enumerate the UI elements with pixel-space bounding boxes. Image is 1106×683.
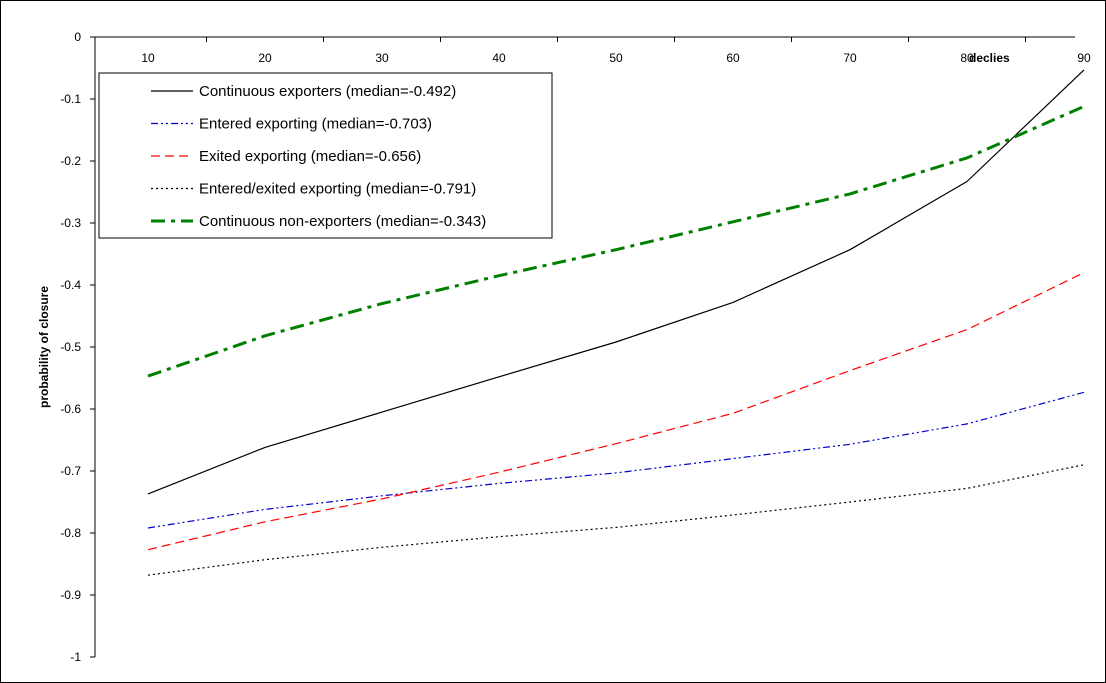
legend-entry-5: Continuous non-exporters (median=-0.343) [199, 213, 486, 230]
x-tick-label: 30 [375, 51, 389, 65]
legend-entry-1: Continuous exporters (median=-0.492) [199, 83, 456, 100]
y-tick-label: 0 [74, 30, 81, 44]
legend-box [98, 72, 553, 239]
series-line-2 [147, 391, 1085, 529]
x-tick-label: 20 [258, 51, 272, 65]
legend: Continuous exporters (median=-0.492) Ente… [98, 72, 553, 239]
legend-entry-3: Exited exporting (median=-0.656) [199, 148, 421, 165]
y-tick-label: -0.6 [60, 402, 81, 416]
y-tick-label: -0.2 [60, 154, 81, 168]
x-tick-label: 50 [609, 51, 623, 65]
series-line-3 [147, 272, 1085, 551]
legend-entry-2: Entered exporting (median=-0.703) [199, 116, 432, 133]
y-tick-label: -0.7 [60, 464, 81, 478]
x-tick-label: 40 [492, 51, 506, 65]
y-tick-label: -1 [70, 650, 81, 664]
y-tick-label: -0.5 [60, 340, 81, 354]
y-tick-label: -0.4 [60, 278, 81, 292]
x-tick-label: 80 [960, 51, 974, 65]
x-tick-label: 60 [726, 51, 740, 65]
series-line-5 [147, 105, 1085, 378]
series-line-4 [147, 464, 1085, 576]
axes [90, 36, 1075, 658]
x-axis-label: declies [969, 51, 1010, 65]
x-tick-label: 70 [843, 51, 857, 65]
y-tick-label: -0.1 [60, 92, 81, 106]
y-tick-label: -0.8 [60, 526, 81, 540]
y-tick-label: -0.3 [60, 216, 81, 230]
legend-entry-4: Entered/exited exporting (median=-0.791) [199, 181, 476, 198]
series-lines [147, 69, 1085, 576]
series-line-1 [147, 69, 1085, 495]
tick-labels: 0 -0.1 -0.2 -0.3 -0.4 -0.5 -0.6 -0.7 -0.8 -0.9 -1 1… [60, 30, 1091, 664]
x-tick-label: 90 [1077, 51, 1091, 65]
x-tick-label: 10 [141, 51, 155, 65]
y-tick-label: -0.9 [60, 588, 81, 602]
y-axis-label: probability of closure [37, 286, 51, 408]
